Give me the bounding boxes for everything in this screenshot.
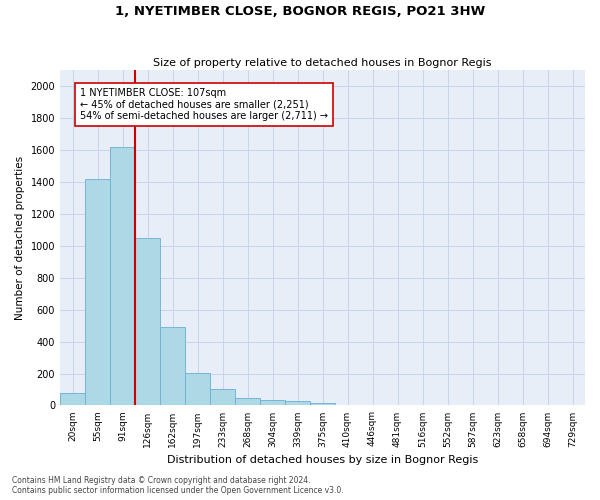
Text: 1, NYETIMBER CLOSE, BOGNOR REGIS, PO21 3HW: 1, NYETIMBER CLOSE, BOGNOR REGIS, PO21 3… bbox=[115, 5, 485, 18]
Bar bbox=[135, 238, 160, 406]
Bar bbox=[85, 178, 110, 406]
Bar bbox=[260, 400, 285, 406]
Y-axis label: Number of detached properties: Number of detached properties bbox=[15, 156, 25, 320]
Bar bbox=[185, 372, 210, 406]
X-axis label: Distribution of detached houses by size in Bognor Regis: Distribution of detached houses by size … bbox=[167, 455, 478, 465]
Bar bbox=[210, 388, 235, 406]
Bar bbox=[160, 327, 185, 406]
Bar bbox=[310, 403, 335, 406]
Title: Size of property relative to detached houses in Bognor Regis: Size of property relative to detached ho… bbox=[153, 58, 492, 68]
Bar bbox=[285, 402, 310, 406]
Bar bbox=[235, 398, 260, 406]
Bar bbox=[60, 392, 85, 406]
Bar bbox=[110, 147, 135, 406]
Text: 1 NYETIMBER CLOSE: 107sqm
← 45% of detached houses are smaller (2,251)
54% of se: 1 NYETIMBER CLOSE: 107sqm ← 45% of detac… bbox=[80, 88, 328, 121]
Text: Contains HM Land Registry data © Crown copyright and database right 2024.
Contai: Contains HM Land Registry data © Crown c… bbox=[12, 476, 344, 495]
